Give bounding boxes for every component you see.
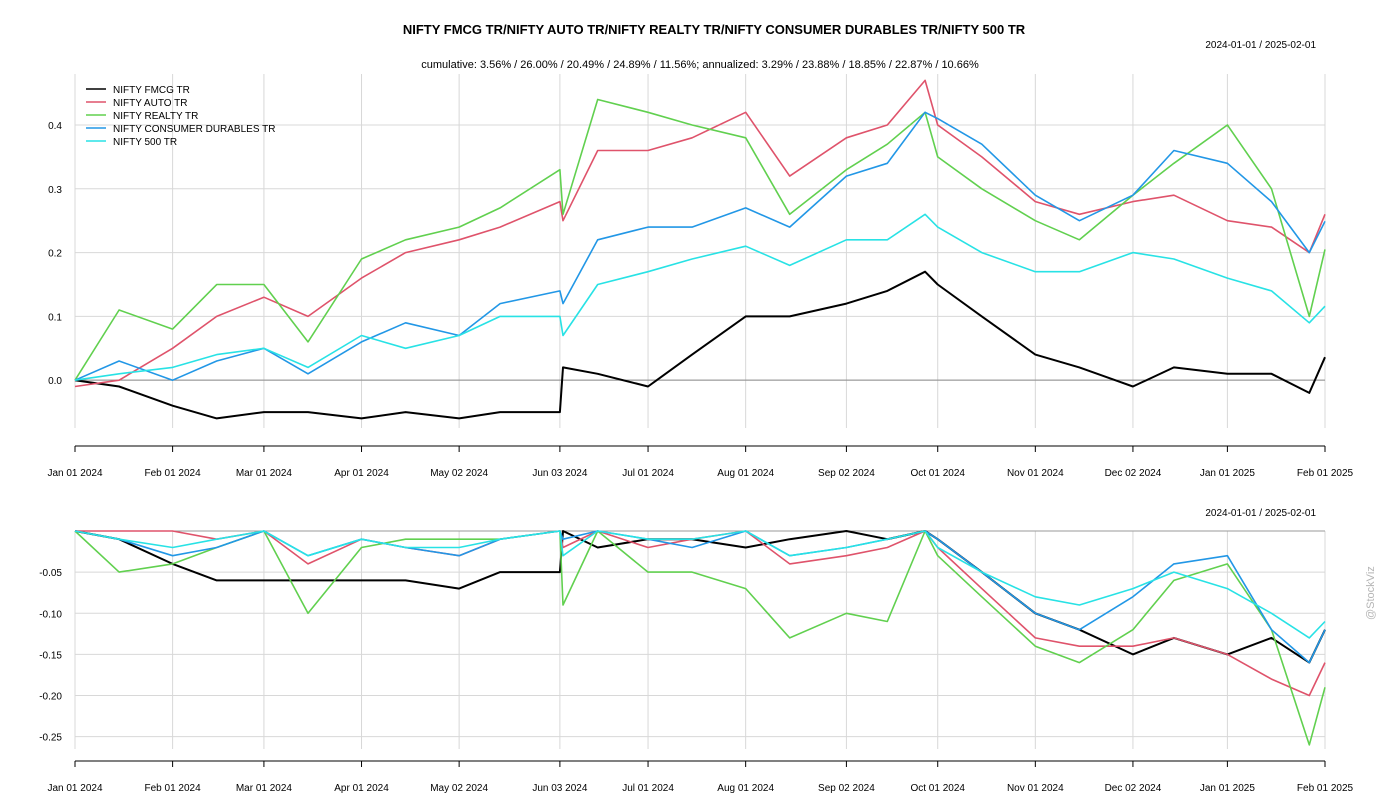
x-tick-label: Feb 01 2025 [1297,468,1354,479]
series-line-nifty-auto-tr [74,79,1326,388]
x-tick-label: Nov 01 2024 [1007,783,1064,794]
y-tick-label: 0.3 [48,185,62,196]
y-tick-label: 0.4 [48,121,62,132]
series-line-nifty-fmcg-tr [74,530,1326,664]
x-tick-label: Apr 01 2024 [334,783,389,794]
series-line-nifty-realty-tr [74,98,1326,381]
x-tick-label: Sep 02 2024 [818,468,875,479]
x-tick-label: May 02 2024 [430,783,488,794]
y-tick-label: -0.05 [39,568,62,579]
x-tick-label: Jan 01 2025 [1200,468,1255,479]
cumulative-returns-panel: Jan 01 2024 Feb 01 2024 Mar 01 2024 Apr 01 … [47,74,1354,479]
x-tick-label: May 02 2024 [430,468,488,479]
series-line-nifty-realty-tr [74,530,1326,746]
legend: NIFTY FMCG TR NIFTY AUTO TR NIFTY REALTY T… [86,85,275,148]
x-tick-label: Jun 03 2024 [532,783,587,794]
top-date-range: 2024-01-01 / 2025-02-01 [1205,40,1316,51]
x-tick-label: Jan 01 2024 [47,468,102,479]
x-tick-label: Feb 01 2024 [145,468,202,479]
x-tick-label: Dec 02 2024 [1105,468,1162,479]
x-tick-label: Jun 03 2024 [532,468,587,479]
x-tick-label: Mar 01 2024 [236,468,293,479]
x-tick-label: Dec 02 2024 [1105,783,1162,794]
x-tick-label: Feb 01 2024 [145,783,202,794]
y-tick-label: -0.10 [39,609,62,620]
x-tick-label: Jan 01 2024 [47,783,102,794]
x-tick-label: Jan 01 2025 [1200,783,1255,794]
y-tick-label: 0.1 [48,312,62,323]
series-line-nifty-fmcg-tr [74,270,1326,420]
x-tick-label: Oct 01 2024 [910,783,965,794]
x-tick-label: Jul 01 2024 [622,468,674,479]
series-line-nifty-consumer-durables-tr [74,111,1326,382]
legend-label: NIFTY 500 TR [113,137,177,148]
bottom-date-range: 2024-01-01 / 2025-02-01 [1205,508,1316,519]
legend-label: NIFTY AUTO TR [113,98,187,109]
y-tick-label: -0.15 [39,650,62,661]
x-tick-label: Sep 02 2024 [818,783,875,794]
x-tick-label: Mar 01 2024 [236,783,293,794]
chart-title: NIFTY FMCG TR/NIFTY AUTO TR/NIFTY REALTY… [402,22,1026,37]
drawdown-panel: Jan 01 2024 Feb 01 2024 Mar 01 2024 Apr 01 … [39,530,1354,794]
x-tick-label: Jul 01 2024 [622,783,674,794]
y-tick-label: -0.25 [39,733,62,744]
chart-subtitle: cumulative: 3.56% / 26.00% / 20.49% / 24… [421,59,979,71]
x-tick-label: Apr 01 2024 [334,468,389,479]
x-tick-label: Nov 01 2024 [1007,468,1064,479]
x-tick-label: Feb 01 2025 [1297,783,1354,794]
legend-label: NIFTY REALTY TR [113,111,198,122]
series-line-nifty-consumer-durables-tr [74,530,1326,664]
y-tick-label: -0.20 [39,692,62,703]
legend-label: NIFTY CONSUMER DURABLES TR [113,124,275,135]
series-line-nifty-500-tr [74,213,1326,381]
x-tick-label: Oct 01 2024 [910,468,965,479]
y-tick-label: 0.2 [48,249,62,260]
x-tick-label: Aug 01 2024 [717,783,774,794]
series-line-nifty-500-tr [74,530,1326,639]
y-tick-label: 0.0 [48,376,62,387]
legend-label: NIFTY FMCG TR [113,85,190,96]
x-tick-label: Aug 01 2024 [717,468,774,479]
